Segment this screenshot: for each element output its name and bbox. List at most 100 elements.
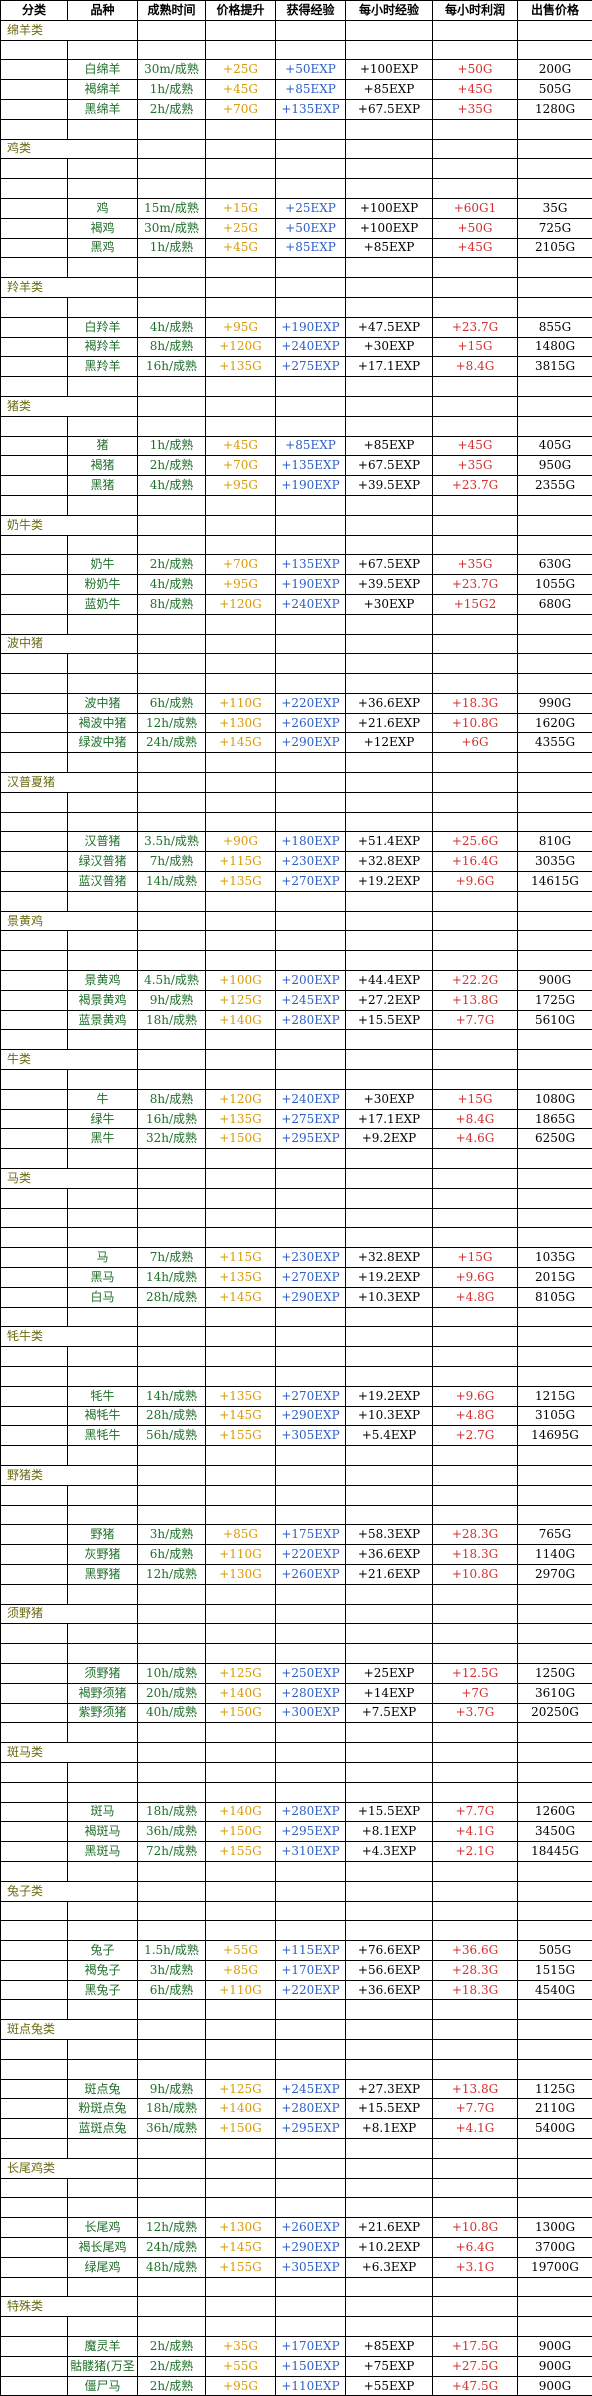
category-row: 波中猪: [1, 634, 592, 654]
empty-cell: [1, 1564, 68, 1584]
empty-cell: [276, 1188, 346, 1208]
empty-cell: [68, 1169, 138, 1189]
breed-name-cell: 褐鸡: [68, 218, 138, 238]
breed-name-cell: 斑马: [68, 1802, 138, 1822]
profit-per-hour-cell: +25.6G: [433, 832, 518, 852]
mature-time-cell: 40h/成熟: [138, 1703, 206, 1723]
empty-cell: [138, 1901, 206, 1921]
empty-cell: [518, 1584, 592, 1604]
empty-cell: [138, 416, 206, 436]
empty-cell: [346, 2198, 433, 2218]
price-up-cell: +135G: [206, 872, 276, 892]
breed-name-cell: 黑牦牛: [68, 1426, 138, 1446]
spacer-row: [1, 2198, 592, 2218]
category-label: 绵羊类: [1, 20, 68, 40]
empty-cell: [1, 2059, 68, 2079]
empty-cell: [206, 1584, 276, 1604]
empty-cell: [433, 179, 518, 199]
empty-cell: [68, 2277, 138, 2297]
empty-cell: [433, 2198, 518, 2218]
empty-cell: [1, 2119, 68, 2139]
exp-per-hour-cell: +9.2EXP: [346, 1129, 433, 1149]
empty-cell: [1, 1703, 68, 1723]
empty-cell: [346, 1723, 433, 1743]
empty-cell: [276, 891, 346, 911]
empty-cell: [433, 753, 518, 773]
profit-per-hour-cell: +13.8G: [433, 990, 518, 1010]
empty-cell: [433, 2158, 518, 2178]
breed-name-cell: 黑兔子: [68, 1980, 138, 2000]
empty-cell: [1, 238, 68, 258]
mature-time-cell: 36h/成熟: [138, 1822, 206, 1842]
empty-cell: [433, 1070, 518, 1090]
mature-time-cell: 56h/成熟: [138, 1426, 206, 1446]
profit-per-hour-cell: +35G: [433, 456, 518, 476]
empty-cell: [68, 1921, 138, 1941]
empty-cell: [518, 614, 592, 634]
empty-cell: [206, 1228, 276, 1248]
empty-cell: [433, 396, 518, 416]
empty-cell: [346, 1465, 433, 1485]
exp-cell: +85EXP: [276, 80, 346, 100]
price-up-cell: +155G: [206, 1426, 276, 1446]
empty-cell: [68, 416, 138, 436]
mature-time-cell: 3h/成熟: [138, 1525, 206, 1545]
exp-cell: +290EXP: [276, 1287, 346, 1307]
exp-per-hour-cell: +32.8EXP: [346, 852, 433, 872]
empty-cell: [1, 1842, 68, 1862]
sell-price-cell: 950G: [518, 456, 592, 476]
empty-cell: [276, 139, 346, 159]
empty-cell: [433, 1188, 518, 1208]
empty-cell: [1, 1248, 68, 1268]
empty-cell: [433, 792, 518, 812]
profit-per-hour-cell: +23.7G: [433, 317, 518, 337]
empty-cell: [138, 1505, 206, 1525]
category-row: 牛类: [1, 1050, 592, 1070]
exp-per-hour-cell: +36.6EXP: [346, 1545, 433, 1565]
spacer-row: [1, 119, 592, 139]
empty-cell: [206, 1921, 276, 1941]
spacer-row: [1, 1149, 592, 1169]
empty-cell: [1, 2277, 68, 2297]
empty-cell: [206, 1762, 276, 1782]
empty-cell: [518, 1644, 592, 1664]
mature-time-cell: 4h/成熟: [138, 317, 206, 337]
empty-cell: [1, 792, 68, 812]
empty-cell: [1, 60, 68, 80]
mature-time-cell: 7h/成熟: [138, 852, 206, 872]
exp-cell: +280EXP: [276, 1802, 346, 1822]
category-row: 须野猪: [1, 1604, 592, 1624]
empty-cell: [346, 396, 433, 416]
empty-cell: [276, 2059, 346, 2079]
empty-cell: [433, 2020, 518, 2040]
empty-cell: [433, 2297, 518, 2317]
exp-per-hour-cell: +32.8EXP: [346, 1248, 433, 1268]
empty-cell: [518, 1070, 592, 1090]
price-up-cell: +95G: [206, 2376, 276, 2396]
empty-cell: [346, 1624, 433, 1644]
empty-cell: [206, 1505, 276, 1525]
empty-cell: [1, 1149, 68, 1169]
empty-cell: [138, 1921, 206, 1941]
exp-per-hour-cell: +30EXP: [346, 1089, 433, 1109]
mature-time-cell: 8h/成熟: [138, 594, 206, 614]
price-up-cell: +90G: [206, 832, 276, 852]
breed-name-cell: 野猪: [68, 1525, 138, 1545]
profit-per-hour-cell: +7.7G: [433, 1010, 518, 1030]
empty-cell: [433, 1505, 518, 1525]
empty-cell: [1, 1287, 68, 1307]
breed-name-cell: 黑绵羊: [68, 99, 138, 119]
empty-cell: [518, 1208, 592, 1228]
mature-time-cell: 12h/成熟: [138, 2218, 206, 2238]
exp-per-hour-cell: +39.5EXP: [346, 575, 433, 595]
empty-cell: [276, 1366, 346, 1386]
empty-cell: [138, 1743, 206, 1763]
exp-per-hour-cell: +21.6EXP: [346, 2218, 433, 2238]
empty-cell: [346, 1188, 433, 1208]
empty-cell: [518, 1169, 592, 1189]
